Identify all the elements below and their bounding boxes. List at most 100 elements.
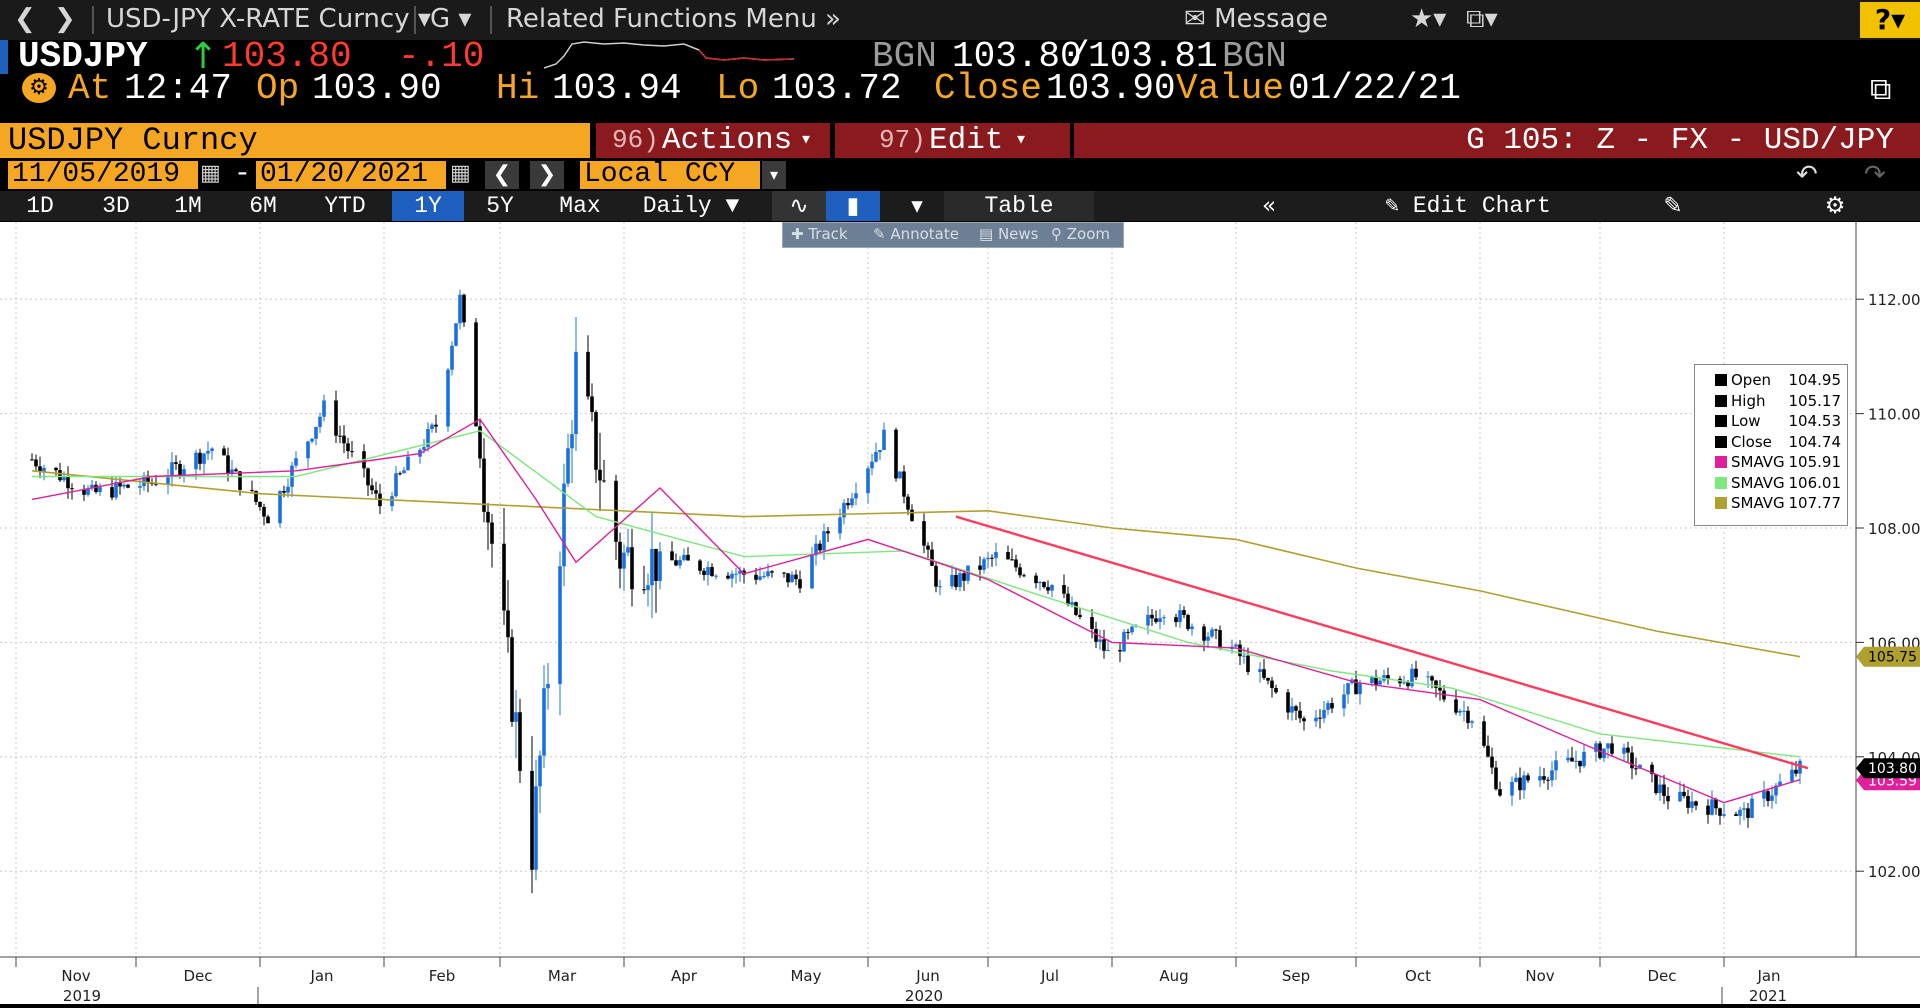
candle-body [1650, 764, 1654, 775]
x-tick-label: Oct [1405, 967, 1431, 985]
news-tool[interactable]: ▤ News [979, 225, 1039, 243]
candle-body [1214, 629, 1218, 631]
line-chart-icon[interactable]: ∿ [772, 191, 826, 221]
candle-body [62, 476, 66, 481]
speedometer-icon[interactable]: ⚙ [22, 73, 56, 103]
candle-body [1102, 639, 1106, 651]
end-date-field[interactable]: 01/20/2021 [256, 161, 446, 189]
legend-value: 104.53 [1788, 412, 1842, 430]
help-button[interactable]: ?▾ [1860, 2, 1920, 38]
redo-icon[interactable]: ↷ [1864, 160, 1886, 190]
candle-body [990, 557, 994, 559]
undo-icon[interactable]: ↶ [1796, 160, 1818, 190]
candle-body [654, 548, 658, 581]
gear-icon[interactable]: ⚙ [1824, 193, 1846, 219]
edit-button[interactable]: 97) Edit ▾ [835, 123, 1070, 158]
security-field[interactable]: USDJPY Curncy [0, 123, 590, 158]
edit-chart-button[interactable]: ✎ Edit Chart [1348, 191, 1588, 221]
chevron-down-icon[interactable]: ▾ [762, 161, 786, 189]
start-date-field[interactable]: 11/05/2019 [8, 161, 198, 189]
candle-body [98, 487, 102, 493]
range-1d[interactable]: 1D [26, 193, 54, 219]
candle-body [334, 400, 338, 436]
candle-body [950, 574, 954, 587]
candlestick-icon[interactable]: ▮ [826, 191, 880, 221]
annotate-tool[interactable]: ✎ Annotate [873, 225, 959, 243]
currency-select[interactable]: Local CCY [580, 161, 760, 189]
candle-body [530, 770, 534, 870]
candle-body [1354, 679, 1358, 695]
calendar-icon[interactable]: ▦ [450, 161, 471, 186]
window-icon[interactable]: ⧉▾ [1466, 4, 1498, 34]
chart-area[interactable]: 112.00 110.00 108.00 106.00 104.00 102.00 Nov D… [0, 222, 1920, 1005]
candle-body [646, 585, 650, 591]
candle-body [1490, 756, 1494, 768]
candle-body [1150, 614, 1154, 619]
candle-body [1462, 710, 1466, 712]
range-ytd[interactable]: YTD [324, 193, 366, 219]
candle-body [590, 396, 594, 413]
zoom-tool[interactable]: ⚲ Zoom [1051, 225, 1111, 243]
related-functions-menu[interactable]: Related Functions Menu » [506, 4, 841, 34]
candle-body [478, 426, 482, 459]
candle-body [594, 412, 598, 470]
candle-body [602, 480, 606, 482]
candle-body [434, 424, 438, 427]
candle-body [670, 551, 674, 561]
x-tick-label: Nov [61, 967, 90, 985]
forward-arrow-icon[interactable]: ❯ [54, 4, 76, 34]
candle-body [1514, 777, 1518, 782]
candle-body [1522, 775, 1526, 791]
candle-body [510, 637, 514, 722]
favorites-star-icon[interactable]: ★▾ [1410, 4, 1447, 34]
candle-body [366, 468, 370, 486]
draw-icon[interactable]: ✎ [1663, 193, 1683, 219]
previous-period-button[interactable]: ❮ [485, 161, 519, 189]
candle-body [1242, 655, 1246, 657]
range-max[interactable]: Max [559, 193, 601, 219]
candle-body [1318, 717, 1322, 719]
chevron-down-icon[interactable]: ▾ [911, 193, 923, 219]
last-price-tag [1856, 758, 1920, 779]
security-menu[interactable]: USD-JPY X-RATE Curncy ▾ [106, 4, 431, 34]
annotate-label: Annotate [890, 225, 959, 243]
candle-body [1098, 639, 1102, 642]
back-arrow-icon[interactable]: ❮ [14, 4, 36, 34]
sma-mid-line [32, 430, 1801, 758]
chevron-down-icon: ▾ [800, 129, 813, 152]
top-nav-bar: ❮ ❯ USD-JPY X-RATE Curncy ▾ G ▾ Related … [0, 0, 1920, 40]
g-menu[interactable]: G ▾ [430, 4, 472, 34]
candle-body [1410, 668, 1414, 687]
candle-body [1162, 617, 1166, 619]
net-change: -.10 [398, 36, 485, 77]
range-1y[interactable]: 1Y [392, 191, 464, 221]
legend-label: Close [1731, 432, 1772, 451]
close-label: Close [934, 68, 1043, 109]
candle-body [1210, 629, 1214, 637]
range-3d[interactable]: 3D [102, 193, 130, 219]
candle-body [1774, 785, 1778, 796]
collapse-icon[interactable]: « [1261, 193, 1277, 219]
export-icon[interactable]: ⧉ [1870, 72, 1892, 107]
candle-body [866, 468, 870, 494]
calendar-icon[interactable]: ▦ [200, 161, 221, 186]
candle-body [1330, 703, 1334, 709]
track-tool[interactable]: ✚ Track [791, 225, 848, 243]
candle-body [426, 429, 430, 448]
candle-body [674, 560, 678, 566]
candle-body [702, 570, 706, 576]
range-1m[interactable]: 1M [174, 193, 202, 219]
candle-body [1546, 779, 1550, 781]
trendline [955, 515, 1809, 770]
next-period-button[interactable]: ❯ [530, 161, 564, 189]
range-5y[interactable]: 5Y [486, 193, 514, 219]
candle-body [1678, 791, 1682, 802]
actions-button[interactable]: 96) Actions ▾ [596, 123, 830, 158]
candle-body [1430, 676, 1434, 681]
range-6m[interactable]: 6M [249, 193, 277, 219]
legend-value: 106.01 [1788, 473, 1842, 492]
low-value: 103.72 [772, 68, 902, 109]
table-button[interactable]: Table [944, 191, 1094, 221]
message-button[interactable]: ✉ Message [1184, 4, 1328, 34]
frequency-select[interactable]: Daily ▼ [642, 193, 740, 219]
